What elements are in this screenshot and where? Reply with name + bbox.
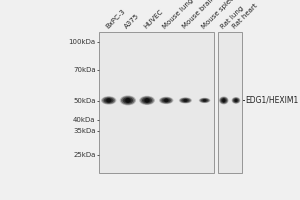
Text: Mouse brain: Mouse brain <box>181 0 216 30</box>
Ellipse shape <box>180 98 191 103</box>
Text: 40kDa: 40kDa <box>73 117 96 123</box>
Bar <box>99 32 214 173</box>
Ellipse shape <box>120 95 136 105</box>
Ellipse shape <box>124 98 132 103</box>
Ellipse shape <box>101 96 116 105</box>
Text: 35kDa: 35kDa <box>73 128 96 134</box>
Ellipse shape <box>160 97 172 104</box>
Ellipse shape <box>121 96 135 105</box>
Ellipse shape <box>222 98 225 102</box>
Ellipse shape <box>201 99 208 102</box>
Ellipse shape <box>222 99 226 102</box>
Ellipse shape <box>145 98 149 103</box>
Ellipse shape <box>219 96 229 104</box>
Ellipse shape <box>200 98 209 103</box>
Ellipse shape <box>106 98 111 103</box>
Ellipse shape <box>199 98 210 103</box>
Ellipse shape <box>202 99 207 102</box>
Ellipse shape <box>181 98 190 102</box>
Ellipse shape <box>233 98 239 103</box>
Ellipse shape <box>102 97 115 104</box>
Ellipse shape <box>162 98 171 103</box>
Ellipse shape <box>234 99 238 102</box>
Text: 25kDa: 25kDa <box>73 152 96 158</box>
Ellipse shape <box>235 99 237 102</box>
Ellipse shape <box>221 98 227 103</box>
Text: 100kDa: 100kDa <box>68 39 96 45</box>
Ellipse shape <box>105 99 112 102</box>
Bar <box>218 32 242 173</box>
Text: Rat lung: Rat lung <box>220 5 244 30</box>
Text: HUVEC: HUVEC <box>143 9 164 30</box>
Text: Mouse spleen: Mouse spleen <box>200 0 238 30</box>
Ellipse shape <box>232 98 240 103</box>
Ellipse shape <box>179 97 192 103</box>
Text: EDG1/HEXIM1: EDG1/HEXIM1 <box>246 96 299 105</box>
Ellipse shape <box>125 98 130 103</box>
Ellipse shape <box>140 96 154 104</box>
Ellipse shape <box>184 99 188 102</box>
Ellipse shape <box>232 97 240 104</box>
Text: 70kDa: 70kDa <box>73 67 96 73</box>
Ellipse shape <box>220 97 228 104</box>
Ellipse shape <box>164 99 168 102</box>
Ellipse shape <box>139 96 155 105</box>
Text: Mouse lung: Mouse lung <box>162 0 195 30</box>
Text: A375: A375 <box>124 13 141 30</box>
Ellipse shape <box>142 97 152 103</box>
Ellipse shape <box>104 98 114 103</box>
Text: Rat heart: Rat heart <box>232 3 259 30</box>
Ellipse shape <box>182 99 188 102</box>
Ellipse shape <box>123 97 133 104</box>
Ellipse shape <box>159 97 173 104</box>
Text: 50kDa: 50kDa <box>73 98 96 104</box>
Text: BxPC-3: BxPC-3 <box>104 8 126 30</box>
Ellipse shape <box>203 99 206 102</box>
Ellipse shape <box>163 99 169 102</box>
Ellipse shape <box>143 98 151 102</box>
